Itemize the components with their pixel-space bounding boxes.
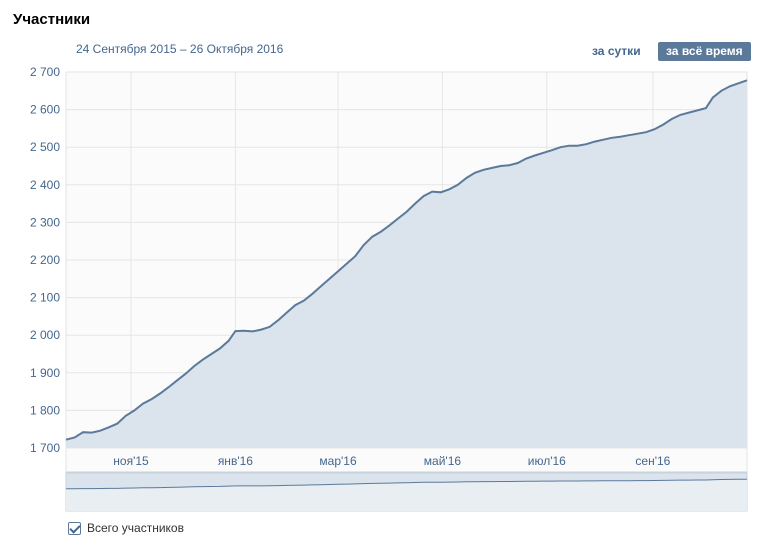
x-tick-label: янв'16 [218,454,253,468]
series-area [66,80,747,449]
y-tick-label: 2 500 [30,140,60,154]
y-tick-label: 2 200 [30,253,60,267]
y-tick-label: 2 000 [30,328,60,342]
navigator-series-line [65,478,748,490]
navigator-series-area [66,479,747,511]
date-range[interactable]: 24 Сентября 2015 – 26 Октября 2016 [76,42,284,56]
period-all-button[interactable]: за всё время [658,42,751,61]
legend-checkbox[interactable] [68,521,81,535]
y-tick-label: 2 400 [30,178,60,192]
legend[interactable]: Всего участников [68,521,184,535]
x-tick-label: сен'16 [635,454,670,468]
x-tick-label: мар'16 [319,454,357,468]
legend-label: Всего участников [87,521,184,535]
period-day-button[interactable]: за сутки [592,44,641,58]
chart-title: Участники [13,11,91,28]
x-tick-label: май'16 [424,454,462,468]
y-tick-label: 2 600 [30,103,60,117]
y-tick-label: 2 300 [30,215,60,229]
y-tick-label: 2 100 [30,291,60,305]
y-tick-label: 1 900 [30,366,60,380]
series-line [65,79,748,441]
x-tick-label: ноя'15 [113,454,149,468]
y-tick-label: 2 700 [30,65,60,79]
y-tick-label: 1 800 [30,403,60,417]
x-tick-label: июл'16 [528,454,566,468]
y-tick-label: 1 700 [30,441,60,455]
